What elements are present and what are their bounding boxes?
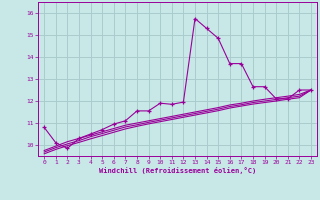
X-axis label: Windchill (Refroidissement éolien,°C): Windchill (Refroidissement éolien,°C) <box>99 167 256 174</box>
